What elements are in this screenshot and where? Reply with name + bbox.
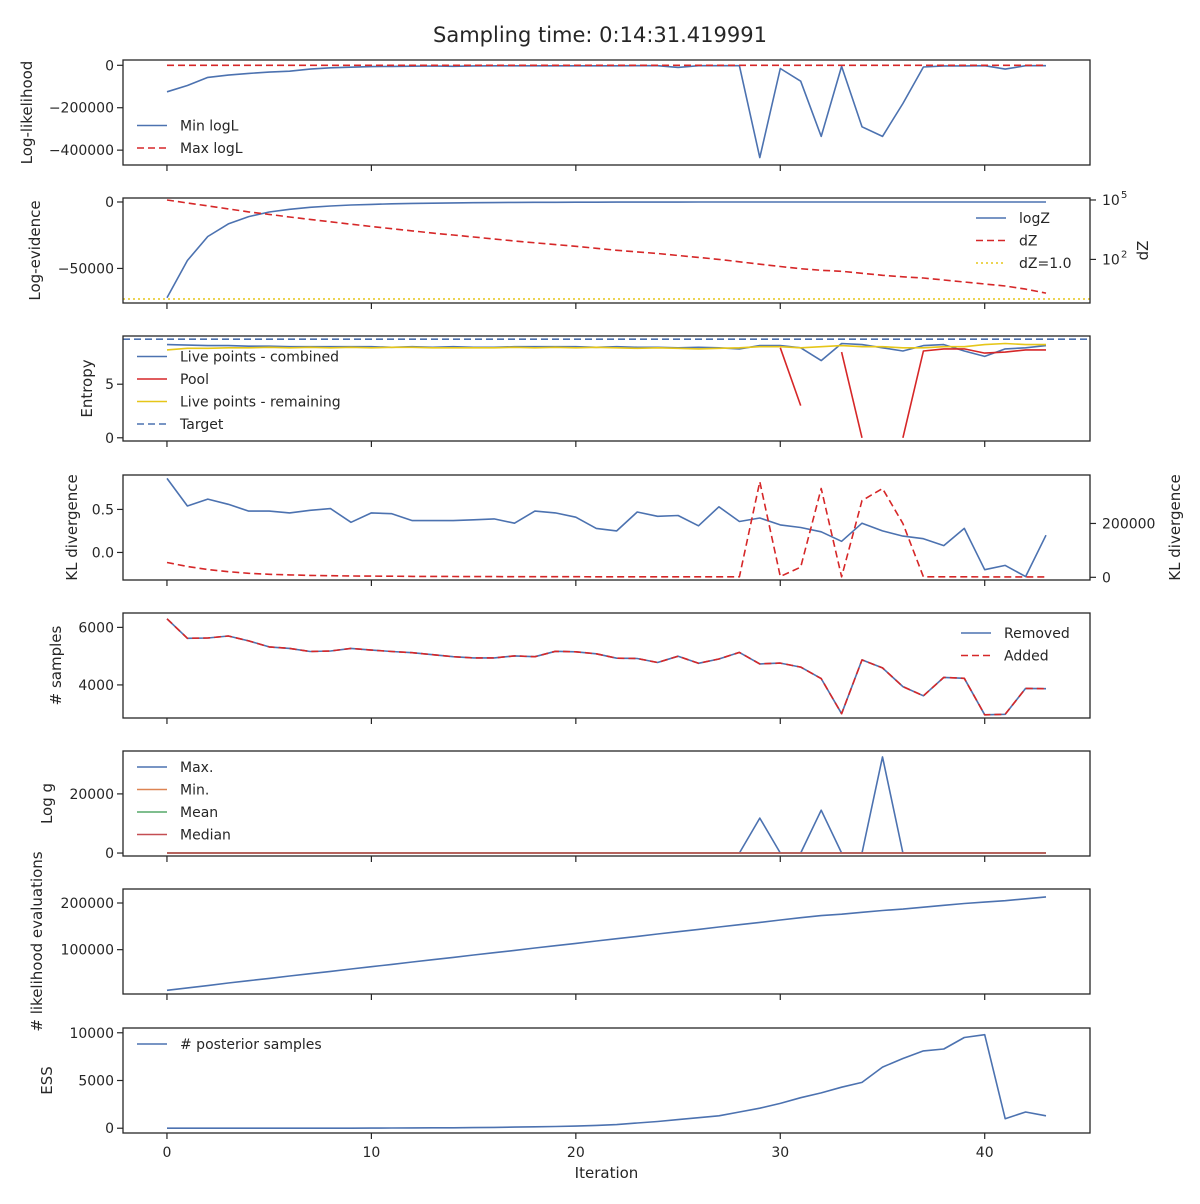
ytick-label: 20000 bbox=[69, 787, 114, 803]
axes-frame-1 bbox=[122, 59, 1091, 166]
series-line-2-1 bbox=[166, 201, 1046, 299]
legend-label: Added bbox=[1004, 649, 1049, 665]
panel-4: 0.5 0.0 200000 0 KL divergence KL divergence bbox=[63, 474, 1184, 586]
y-axis-label: # samples bbox=[47, 625, 65, 705]
legend-label: Max logL bbox=[180, 141, 243, 157]
xtick-label: 10 bbox=[362, 1145, 380, 1161]
legend-6: Max. Min. Mean Median bbox=[137, 760, 231, 844]
ytick-label: 5 bbox=[105, 377, 114, 393]
y2tick-label: 10 bbox=[1102, 252, 1120, 268]
ytick-label: 0 bbox=[105, 195, 114, 211]
series-line-5-2 bbox=[166, 618, 1047, 716]
panels: 0 −200000 −400000 Log-likelihood Min logL Max… bbox=[18, 58, 1184, 1182]
y-axis-label: ESS bbox=[38, 1066, 56, 1095]
axes-frame-6 bbox=[122, 750, 1091, 857]
series-line-6-1 bbox=[167, 756, 1046, 854]
series-line-3-2-2 bbox=[840, 351, 863, 438]
legend-label: Pool bbox=[180, 372, 209, 388]
xtick-label: 40 bbox=[976, 1145, 994, 1161]
series-line-8-1 bbox=[167, 1033, 1047, 1129]
xtick-label: 0 bbox=[162, 1145, 171, 1161]
legend-label: Target bbox=[179, 417, 224, 433]
legend-label: Max. bbox=[180, 760, 213, 776]
axes-frame-3 bbox=[122, 335, 1091, 442]
series-line-2-2 bbox=[166, 199, 1047, 294]
ytick-label: 4000 bbox=[78, 678, 114, 694]
legend-label: Live points - remaining bbox=[180, 395, 341, 411]
y-axis-label: Log-likelihood bbox=[18, 61, 36, 165]
series-line-3-2-3 bbox=[902, 348, 1046, 438]
y2tick-label: 0 bbox=[1102, 570, 1111, 586]
axes-frame-5 bbox=[122, 612, 1091, 719]
ytick-label: 0 bbox=[105, 58, 114, 74]
legend-label: Median bbox=[180, 828, 231, 844]
y-axis-label: Log g bbox=[38, 783, 56, 824]
panel-8: 10000 5000 0 0 10 20 30 40 Iteration ESS # posteri… bbox=[38, 1026, 1091, 1182]
axes-frame-4 bbox=[122, 474, 1091, 581]
y2tick-exponent: 5 bbox=[1121, 190, 1127, 201]
legend-label: Live points - combined bbox=[180, 350, 339, 366]
legend-label: Mean bbox=[180, 805, 218, 821]
panel-5: 6000 4000 # samples Removed Added bbox=[47, 612, 1091, 724]
y-axis-label: Log-evidence bbox=[26, 200, 44, 300]
legend-label: logZ bbox=[1019, 211, 1050, 227]
axes-frame-2 bbox=[122, 197, 1091, 304]
ytick-label: 100000 bbox=[61, 943, 114, 959]
legend-label: # posterior samples bbox=[180, 1037, 322, 1053]
ytick-label: 0.0 bbox=[92, 545, 114, 561]
legend-label: Min logL bbox=[180, 119, 239, 135]
series-line-5-1 bbox=[166, 618, 1047, 716]
ytick-label: 0 bbox=[105, 431, 114, 447]
ytick-label: 200000 bbox=[61, 896, 114, 912]
y2-axis-label: dZ bbox=[1134, 241, 1152, 261]
ytick-label: −200000 bbox=[49, 101, 114, 117]
ytick-label: 5000 bbox=[78, 1074, 114, 1090]
y2-axis-label: KL divergence bbox=[1166, 474, 1184, 580]
legend-label: dZ bbox=[1019, 234, 1037, 250]
legend-label: Min. bbox=[180, 783, 209, 799]
y2tick-exponent: 2 bbox=[1121, 249, 1127, 260]
series-line-1-1 bbox=[166, 64, 1046, 159]
ytick-label: 0 bbox=[105, 1121, 114, 1137]
legend-3: Live points - combined Pool Live points - … bbox=[137, 350, 341, 433]
figure-title: Sampling time: 0:14:31.419991 bbox=[433, 23, 767, 47]
x-axis-label: Iteration bbox=[575, 1164, 639, 1182]
xtick-label: 30 bbox=[771, 1145, 789, 1161]
legend-1: Min logL Max logL bbox=[137, 119, 243, 157]
series-line-4-1 bbox=[166, 477, 1047, 578]
ytick-label: 6000 bbox=[78, 620, 114, 636]
series-line-3-2-1 bbox=[779, 347, 802, 406]
ytick-label: −400000 bbox=[49, 143, 114, 159]
xtick-label: 20 bbox=[567, 1145, 585, 1161]
series-line-4-2 bbox=[166, 480, 1046, 578]
ytick-label: 0.5 bbox=[92, 502, 114, 518]
ytick-label: 10000 bbox=[69, 1026, 114, 1042]
legend-label: dZ=1.0 bbox=[1019, 256, 1071, 272]
y2tick-label: 200000 bbox=[1102, 516, 1155, 532]
legend-2: logZ dZ dZ=1.0 bbox=[976, 211, 1071, 272]
ytick-label: 0 bbox=[105, 846, 114, 862]
series-line-3-3 bbox=[166, 342, 1046, 351]
y-axis-label: Entropy bbox=[78, 359, 96, 417]
y-axis-label: KL divergence bbox=[63, 474, 81, 580]
panel-7: 200000 100000 # likelihood evaluations bbox=[28, 851, 1091, 1032]
y-axis-label: # likelihood evaluations bbox=[28, 851, 46, 1031]
legend-5: Removed Added bbox=[961, 626, 1070, 665]
legend-8: # posterior samples bbox=[137, 1037, 322, 1053]
panel-1: 0 −200000 −400000 Log-likelihood Min logL Max… bbox=[18, 58, 1091, 171]
panel-6: 20000 0 Log g Max. Min. Mean Median bbox=[38, 750, 1091, 862]
legend-label: Removed bbox=[1004, 626, 1070, 642]
y2tick-label: 10 bbox=[1102, 193, 1120, 209]
axes-frame-7 bbox=[122, 888, 1091, 995]
series-line-7-1 bbox=[166, 896, 1047, 992]
ytick-label: −50000 bbox=[58, 261, 114, 277]
